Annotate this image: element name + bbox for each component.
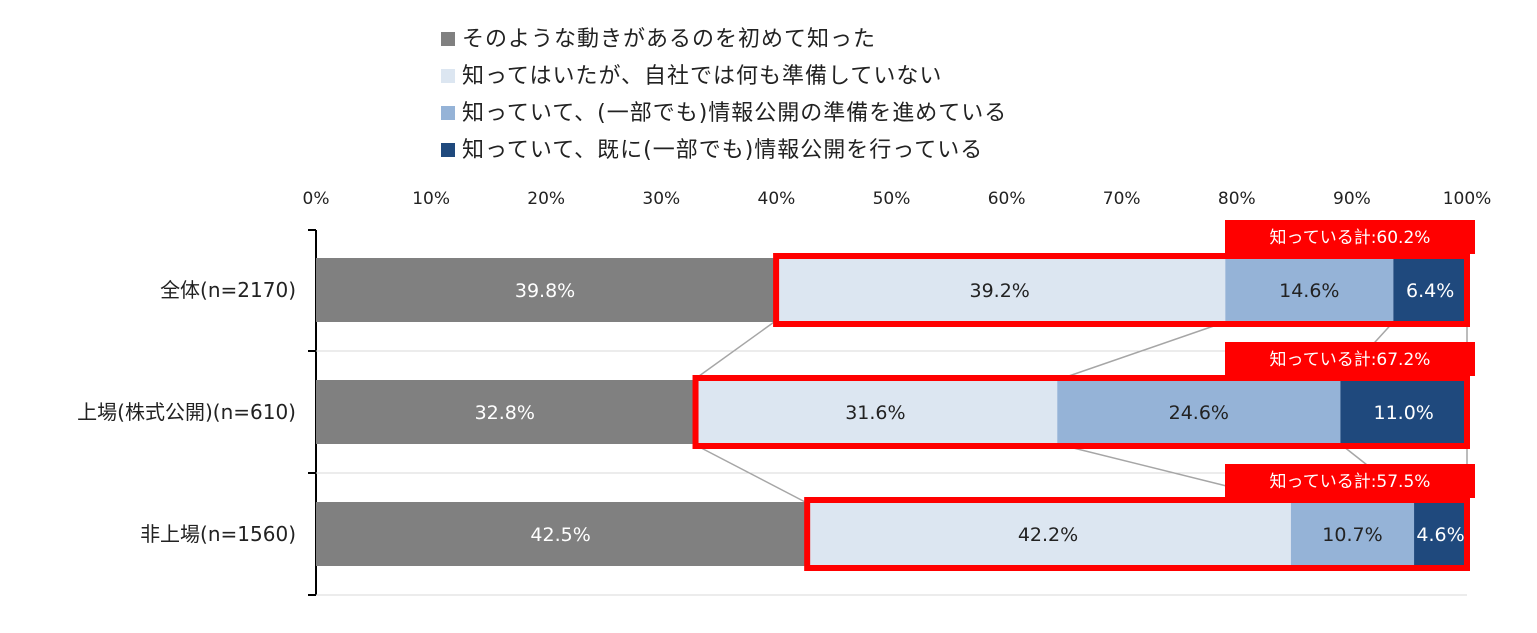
legend-swatch [441, 106, 455, 120]
x-tick-label: 60% [988, 189, 1026, 209]
legend-label: 知ってはいたが、自社では何も準備していない [462, 64, 942, 89]
data-label: 42.5% [530, 524, 590, 546]
bar-segment [1225, 258, 1394, 322]
legend-label: 知っていて、(一部でも)情報公開の準備を進めている [462, 101, 1007, 126]
bar-segment [316, 258, 775, 322]
legend: そのような動きがあるのを初めて知った知ってはいたが、自社では何も準備していない知… [441, 27, 1007, 163]
x-tick-label: 80% [1218, 189, 1256, 209]
data-label: 32.8% [475, 402, 535, 424]
x-tick-label: 90% [1333, 189, 1371, 209]
bar-segment [1414, 502, 1467, 566]
data-label: 42.2% [1018, 524, 1078, 546]
x-tick-label: 30% [642, 189, 680, 209]
category-label: 全体(n=2170) [160, 278, 296, 302]
data-label: 39.2% [970, 280, 1030, 302]
highlight-box [773, 253, 1470, 327]
callout-label: 知っている計:60.2% [1270, 228, 1431, 248]
legend-swatch [441, 69, 455, 83]
bar-segment [774, 258, 1226, 322]
callout-label: 知っている計:57.5% [1270, 472, 1431, 492]
series-line [693, 321, 775, 381]
highlight-boxes [692, 253, 1470, 571]
bar-segment [805, 502, 1291, 566]
data-label: 39.8% [515, 280, 575, 302]
data-label: 6.4% [1406, 280, 1454, 302]
legend-label: そのような動きがあるのを初めて知った [462, 27, 876, 52]
data-label: 11.0% [1374, 402, 1434, 424]
highlight-box [804, 497, 1470, 571]
data-label: 24.6% [1169, 402, 1229, 424]
callout-box [1225, 342, 1475, 376]
x-tick-label: 100% [1443, 189, 1492, 209]
x-tick-label: 40% [758, 189, 796, 209]
data-label: 14.6% [1279, 280, 1339, 302]
bar-segment [316, 380, 694, 444]
bar-segment [316, 502, 806, 566]
bars: 39.8% 39.2% 14.6% 6.4% 32.8% 31.6% 24.6% 11.0% 4… [316, 258, 1467, 566]
data-label: 31.6% [845, 402, 905, 424]
bar-segment [693, 380, 1058, 444]
legend-swatch [441, 32, 455, 46]
x-tick-label: 70% [1103, 189, 1141, 209]
x-tick-label: 50% [873, 189, 911, 209]
highlight-box [692, 375, 1470, 449]
bar-segment [1290, 502, 1415, 566]
series-line [693, 443, 806, 503]
callouts: 知っている計:60.2% 知っている計:67.2% 知っている計:57.5% [1225, 220, 1475, 498]
callout-box [1225, 220, 1475, 254]
x-axis: 0% 10% 20% 30% 40% 50% 60% 70% 80% 90% 100% 全体(n=21… [77, 189, 1492, 596]
callout-box [1225, 464, 1475, 498]
data-label: 4.6% [1416, 524, 1464, 546]
bar-segment [1057, 380, 1341, 444]
series-line [1056, 321, 1226, 381]
legend-label: 知っていて、既に(一部でも)情報公開を行っている [462, 138, 983, 163]
data-label: 10.7% [1322, 524, 1382, 546]
legend-swatch [441, 143, 455, 157]
x-tick-label: 20% [527, 189, 565, 209]
bar-segment [1393, 258, 1467, 322]
category-label: 非上場(n=1560) [140, 522, 296, 546]
category-label: 上場(株式公開)(n=610) [77, 400, 296, 424]
x-tick-label: 0% [303, 189, 330, 209]
bar-segment [1340, 380, 1467, 444]
x-tick-label: 10% [412, 189, 450, 209]
callout-label: 知っている計:67.2% [1270, 350, 1431, 370]
